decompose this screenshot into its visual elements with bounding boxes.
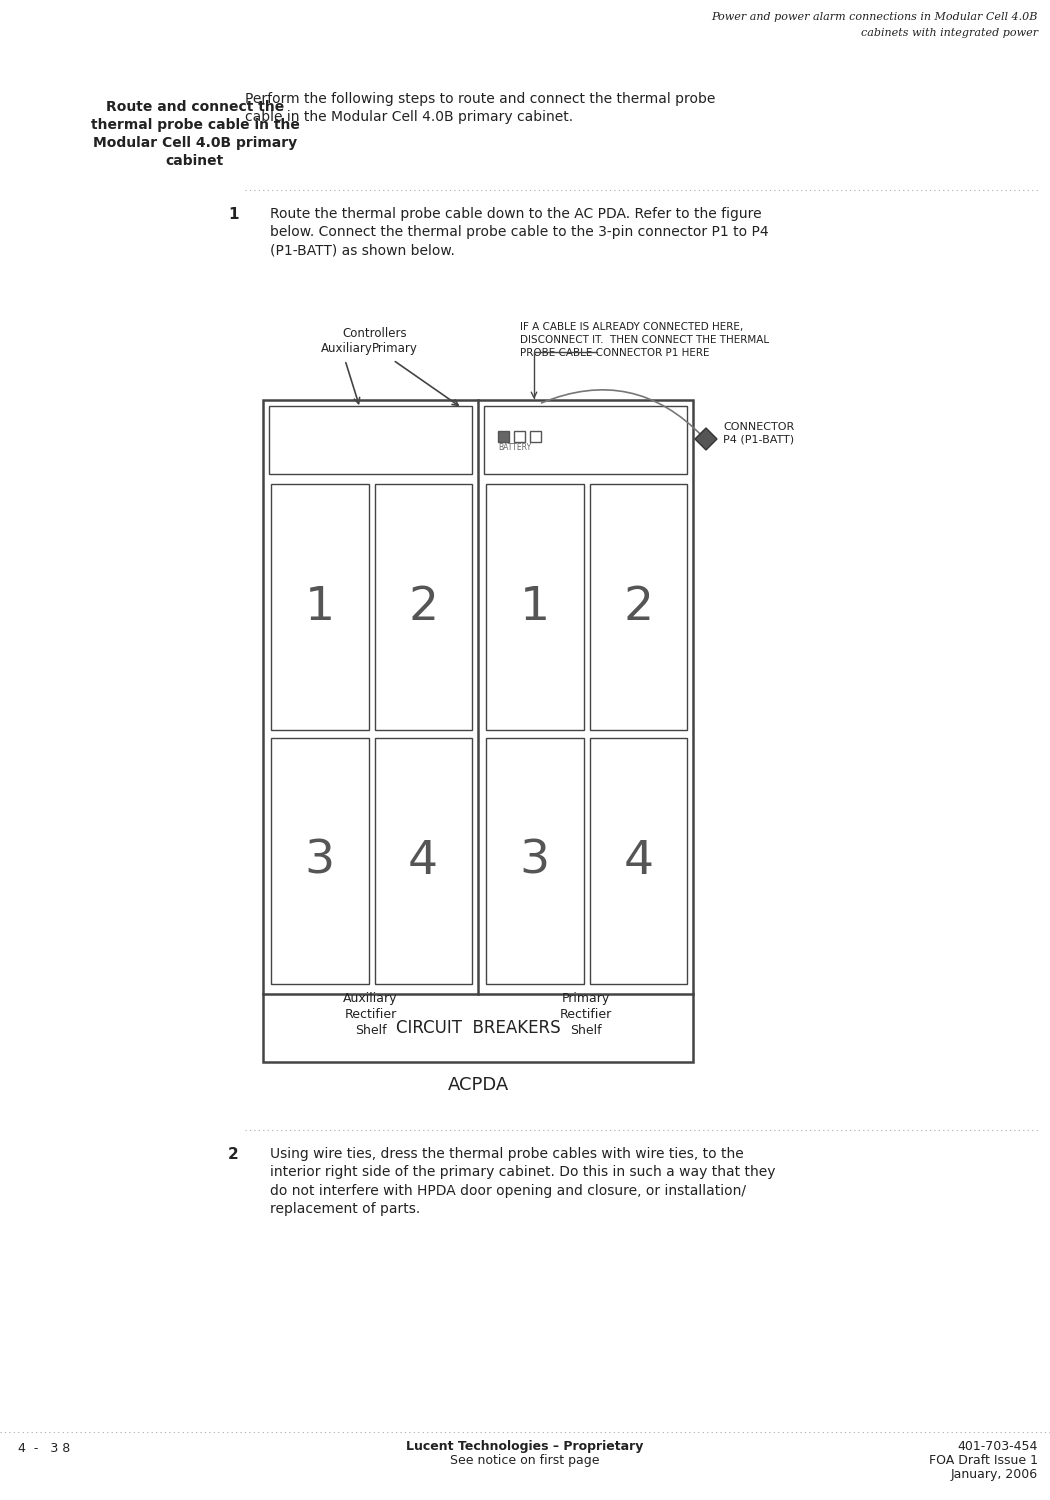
Text: 3: 3 [520,839,550,884]
Bar [484,406,687,474]
Bar [375,738,472,984]
Bar [486,484,584,730]
Text: Using wire ties, dress the thermal probe cables with wire ties, to the
interior : Using wire ties, dress the thermal probe… [270,1148,776,1216]
FancyArrowPatch shape [542,390,704,436]
Text: DISCONNECT IT.  THEN CONNECT THE THERMAL: DISCONNECT IT. THEN CONNECT THE THERMAL [520,334,769,345]
Polygon shape [695,427,717,450]
Bar [530,430,541,441]
Text: Controllers: Controllers [342,327,407,340]
Text: Route the thermal probe cable down to the AC PDA. Refer to the figure
below. Con: Route the thermal probe cable down to th… [270,207,769,258]
Text: January, 2006: January, 2006 [951,1468,1038,1480]
Text: Lucent Technologies – Proprietary: Lucent Technologies – Proprietary [406,1440,644,1454]
Text: 1: 1 [228,207,238,222]
Text: PROBE CABLE CONNECTOR P1 HERE: PROBE CABLE CONNECTOR P1 HERE [520,348,710,358]
Bar [271,738,369,984]
Text: 3: 3 [304,839,335,884]
Text: 4: 4 [408,839,438,884]
Text: 1: 1 [304,585,335,630]
Text: cabinet: cabinet [166,154,224,168]
Text: thermal probe cable in the: thermal probe cable in the [90,118,299,132]
Text: 4: 4 [624,839,653,884]
Text: Primary
Rectifier
Shelf: Primary Rectifier Shelf [560,992,611,1036]
Text: Modular Cell 4.0B primary: Modular Cell 4.0B primary [93,136,297,150]
Text: 2: 2 [624,585,653,630]
Text: Auxiliary: Auxiliary [321,342,373,355]
Text: Primary: Primary [372,342,418,355]
Text: Perform the following steps to route and connect the thermal probe
cable in the : Perform the following steps to route and… [245,92,715,124]
Text: BATTERY: BATTERY [498,444,531,453]
Text: CONNECTOR
P4 (P1-BATT): CONNECTOR P4 (P1-BATT) [723,422,794,444]
Bar [589,484,687,730]
Text: 2: 2 [408,585,438,630]
Text: See notice on first page: See notice on first page [450,1454,600,1467]
Bar [269,406,472,474]
Text: 2: 2 [228,1148,238,1162]
Bar [375,484,472,730]
Text: FOA Draft Issue 1: FOA Draft Issue 1 [929,1454,1038,1467]
Text: 1: 1 [520,585,550,630]
Text: CIRCUIT  BREAKERS: CIRCUIT BREAKERS [396,1019,561,1036]
Bar [271,484,369,730]
Text: Route and connect the: Route and connect the [106,100,285,114]
Bar [498,430,509,441]
Text: Auxiliary
Rectifier
Shelf: Auxiliary Rectifier Shelf [343,992,398,1036]
Text: 4  -   3 8: 4 - 3 8 [18,1442,70,1455]
Text: IF A CABLE IS ALREADY CONNECTED HERE,: IF A CABLE IS ALREADY CONNECTED HERE, [520,322,743,332]
Text: 401-703-454: 401-703-454 [958,1440,1038,1454]
Text: cabinets with integrated power: cabinets with integrated power [861,28,1038,38]
Bar [589,738,687,984]
Text: Power and power alarm connections in Modular Cell 4.0B: Power and power alarm connections in Mod… [712,12,1038,22]
Bar [486,738,584,984]
Bar [262,400,693,1062]
Bar [514,430,525,441]
Text: ACPDA: ACPDA [447,1076,508,1094]
